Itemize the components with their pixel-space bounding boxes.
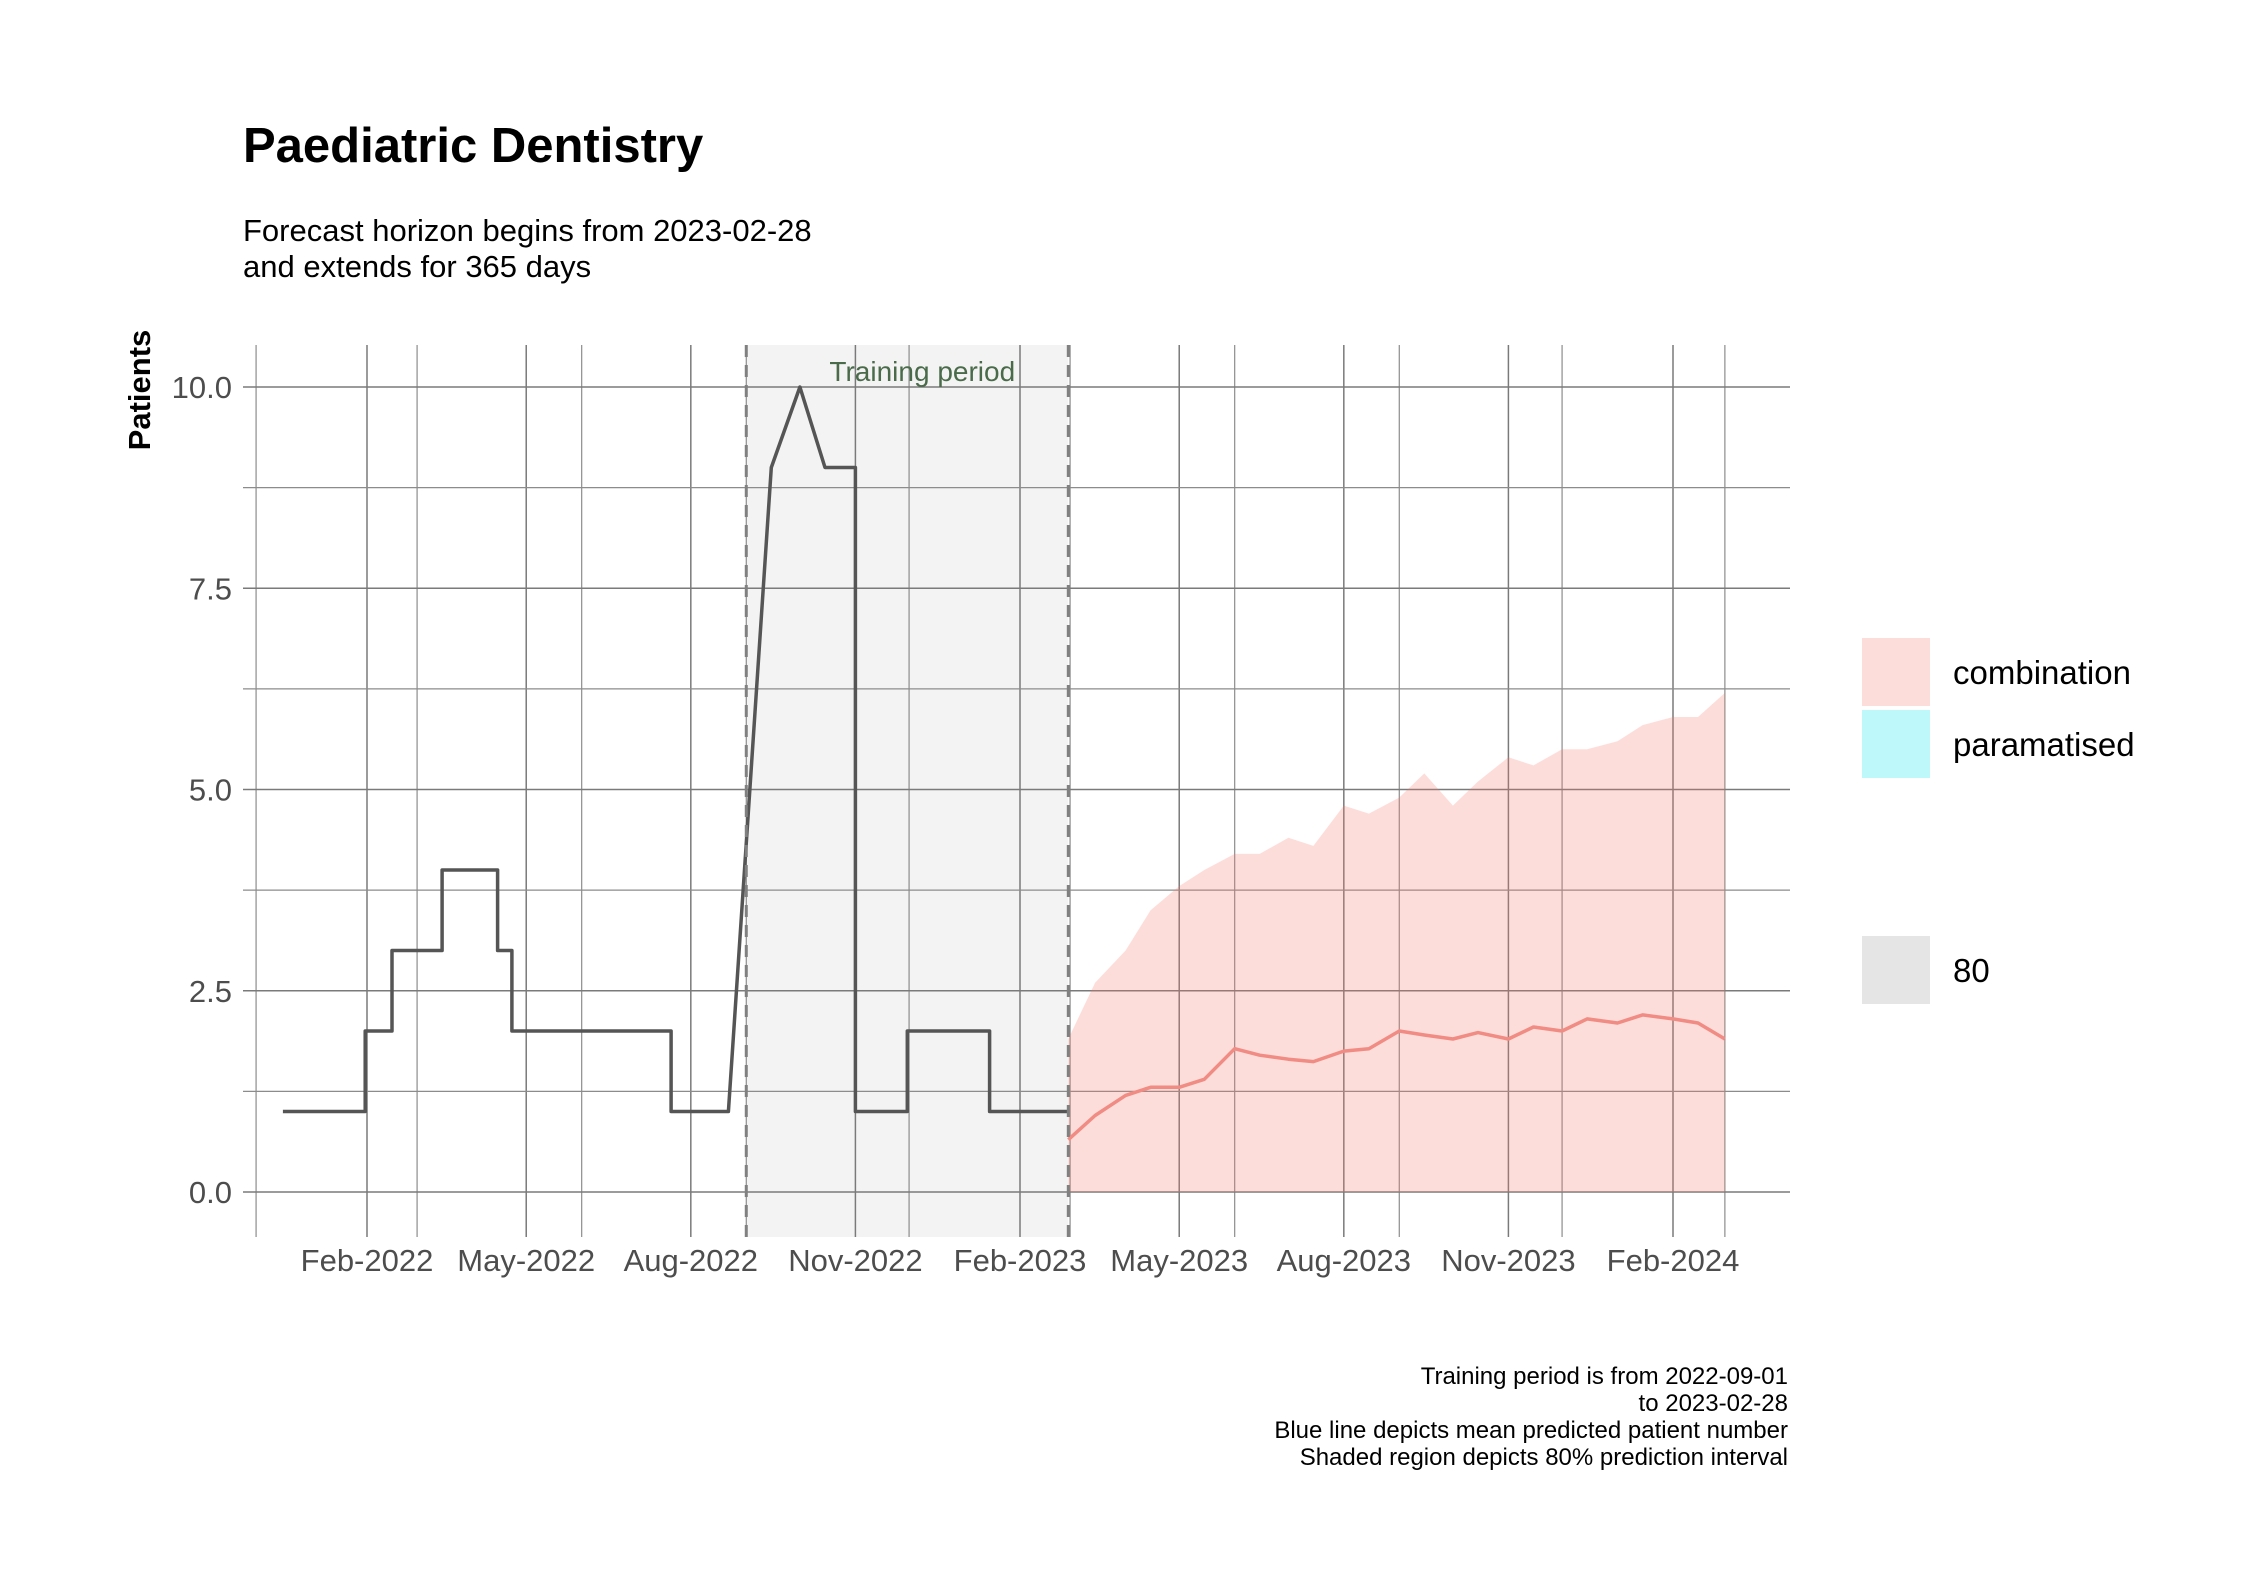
- x-tick-label-0: Feb-2022: [301, 1243, 434, 1278]
- legend-swatch-combination: [1862, 638, 1930, 706]
- legend-label-paramatised: paramatised: [1953, 726, 2135, 763]
- y-tick-label-3: 7.5: [189, 571, 232, 606]
- observed-series-line: [282, 385, 1069, 1114]
- x-tick-label-8: Feb-2024: [1607, 1243, 1740, 1278]
- x-tick-label-1: May-2022: [457, 1243, 595, 1278]
- legend-swatch-level-80: [1862, 936, 1930, 1004]
- caption-line-4: Shaded region depicts 80% prediction int…: [1299, 1444, 1788, 1471]
- y-tick-label-1: 2.5: [189, 974, 232, 1009]
- forecast-mean-line: [1067, 1013, 1726, 1141]
- legend-label-level-80: 80: [1953, 952, 1990, 989]
- y-tick-label-2: 5.0: [189, 773, 232, 808]
- legend-label-combination: combination: [1953, 654, 2131, 691]
- y-axis-title: Patients: [122, 330, 157, 451]
- x-tick-label-2: Aug-2022: [624, 1243, 758, 1278]
- legend-swatch-paramatised: [1862, 710, 1930, 778]
- x-tick-label-5: May-2023: [1110, 1243, 1248, 1278]
- caption-line-1: Training period is from 2022-09-01: [1420, 1363, 1788, 1390]
- x-tick-label-4: Feb-2023: [954, 1243, 1087, 1278]
- y-tick-label-0: 0.0: [189, 1175, 232, 1210]
- chart-subtitle-line-2: and extends for 365 days: [243, 249, 592, 284]
- caption-line-3: Blue line depicts mean predicted patient…: [1274, 1417, 1788, 1444]
- chart-subtitle-line-1: Forecast horizon begins from 2023-02-28: [243, 213, 812, 248]
- x-tick-label-3: Nov-2022: [788, 1243, 922, 1278]
- training-period-label: Training period: [829, 356, 1015, 387]
- prediction-interval-ribbon: [1068, 692, 1725, 1192]
- chart-title: Paediatric Dentistry: [243, 119, 704, 173]
- y-tick-label-4: 10.0: [172, 370, 232, 405]
- x-tick-label-6: Aug-2023: [1277, 1243, 1411, 1278]
- x-tick-label-7: Nov-2023: [1441, 1243, 1575, 1278]
- caption-line-2: to 2023-02-28: [1638, 1390, 1788, 1417]
